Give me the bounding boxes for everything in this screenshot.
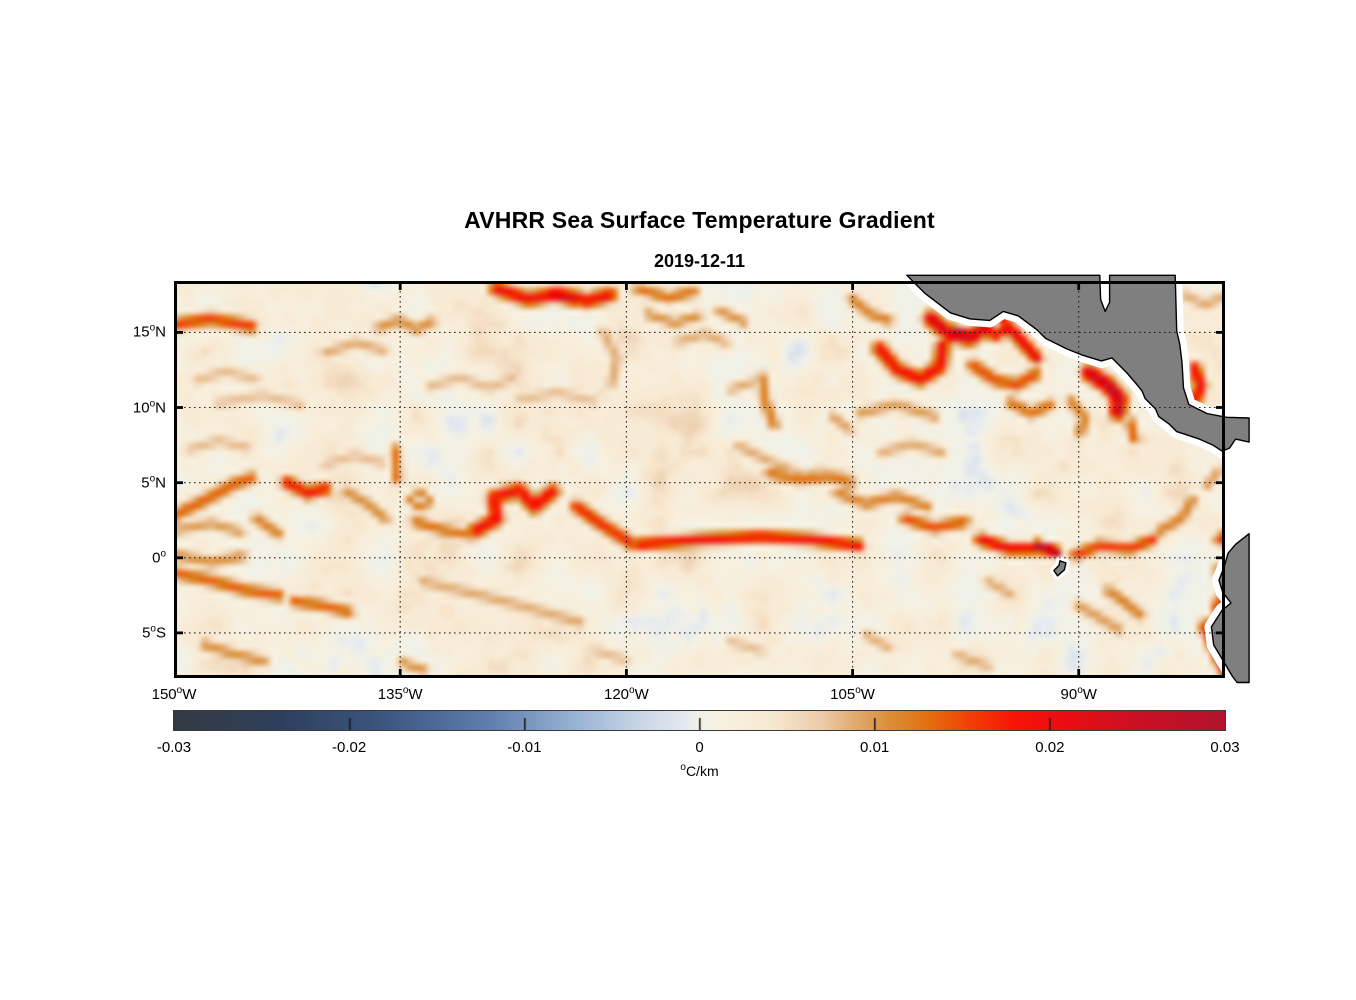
colorbar-tick-label: -0.02 (332, 739, 367, 756)
colorbar-tick-label: 0.03 (1210, 739, 1240, 756)
colorbar-tick-label: 0 (695, 739, 704, 756)
y-tick-label: 0o (152, 548, 166, 567)
colorbar-tick-label: -0.03 (156, 739, 192, 756)
colorbar-tick-label: -0.01 (507, 739, 542, 756)
x-tick-label: 105oW (830, 685, 875, 704)
colorbar-tick-label: 0.02 (1035, 739, 1065, 756)
y-tick-label: 15oN (132, 322, 166, 341)
chart-title: AVHRR Sea Surface Temperature Gradient (464, 207, 935, 233)
colorbar-unit-label: oC/km (680, 762, 719, 780)
axes-frame (174, 281, 1225, 678)
colorbar-strip (173, 710, 1226, 731)
chart-subtitle: 2019-12-11 (653, 251, 746, 271)
land-galapagos (1053, 560, 1067, 577)
y-tick-label: 5oS (142, 623, 166, 642)
x-tick-label: 120oW (603, 685, 649, 704)
x-tick-label: 150oW (151, 685, 197, 704)
map-plot-area (174, 268, 1257, 690)
x-tick-label: 90oW (1060, 685, 1097, 704)
land-central-america (906, 274, 1250, 452)
colorbar (173, 710, 1226, 731)
y-tick-label: 5oN (141, 473, 166, 492)
map-overlay (174, 268, 1257, 690)
y-tick-label: 10oN (132, 398, 166, 417)
colorbar-tick-label: 0.01 (860, 739, 890, 756)
x-tick-label: 135oW (377, 685, 423, 704)
